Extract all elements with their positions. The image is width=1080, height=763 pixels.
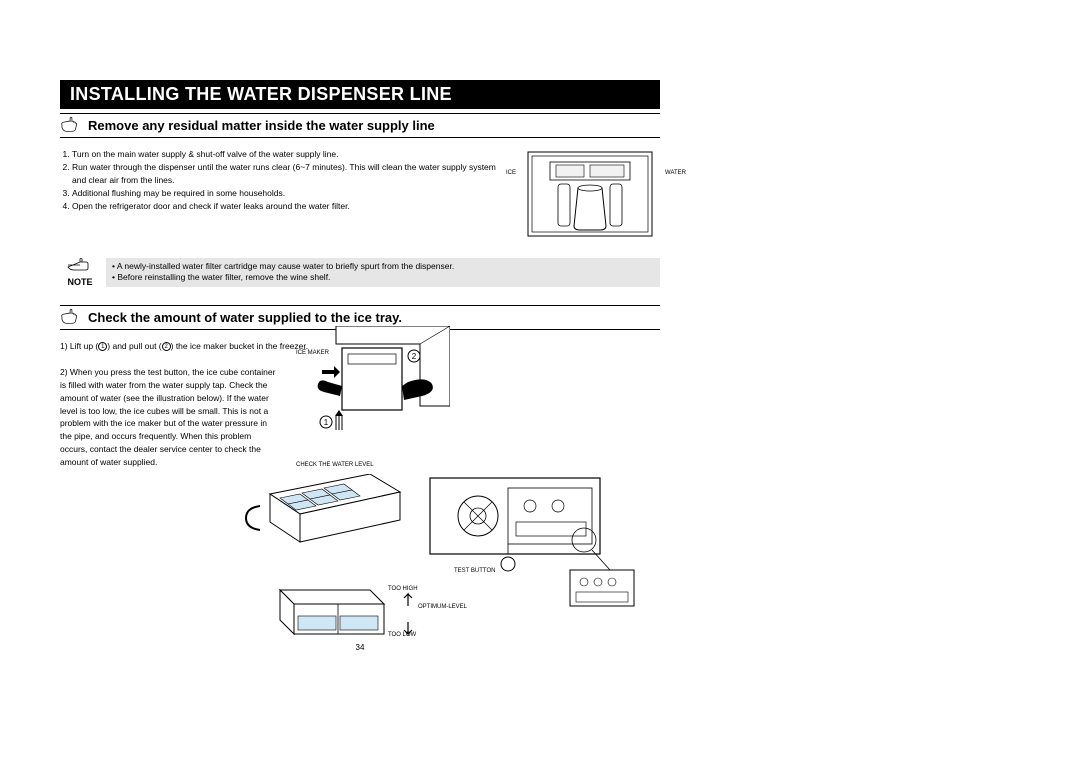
step1-mid2: ) the ice maker bucket in the freezer. xyxy=(171,341,308,351)
step1-mid1: ) and pull out ( xyxy=(107,341,161,351)
ice-maker-label: ICE MAKER xyxy=(296,350,329,356)
check-water-label: CHECK THE WATER LEVEL xyxy=(296,462,376,468)
section2-step2-text: 2) When you press the test button, the i… xyxy=(60,366,280,468)
page-title: INSTALLING THE WATER DISPENSER LINE xyxy=(60,80,660,109)
step1-pre: 1) Lift up ( xyxy=(60,341,98,351)
pointing-hand-icon xyxy=(60,116,82,134)
too-low-label: TOO LOW xyxy=(388,632,416,638)
section2-step2-row: 2) When you press the test button, the i… xyxy=(60,366,660,468)
note-block: NOTE • A newly-installed water filter ca… xyxy=(60,258,660,287)
optimum-label: OPTIMUM-LEVEL xyxy=(418,604,468,610)
note-icon-col: NOTE xyxy=(60,258,100,287)
section1-steps: Turn on the main water supply & shut-off… xyxy=(60,148,506,240)
manual-page: INSTALLING THE WATER DISPENSER LINE Remo… xyxy=(60,80,660,644)
circled-2-icon: 2 xyxy=(162,342,171,351)
step-item: Open the refrigerator door and check if … xyxy=(72,200,506,212)
water-level-diagrams: CHECK THE WATER LEVEL TEST BUTTON TOO HI… xyxy=(240,474,640,644)
svg-text:1: 1 xyxy=(324,418,329,427)
note-hand-icon xyxy=(66,258,94,272)
step-item: Run water through the dispenser until th… xyxy=(72,161,506,186)
page-number: 34 xyxy=(356,643,365,652)
section1-heading-text: Remove any residual matter inside the wa… xyxy=(88,118,435,133)
note-bullet: Before reinstalling the water filter, re… xyxy=(117,272,330,282)
step-item: Additional flushing may be required in s… xyxy=(72,187,506,199)
section1-heading: Remove any residual matter inside the wa… xyxy=(60,113,660,138)
note-bullet: A newly-installed water filter cartridge… xyxy=(117,261,454,271)
test-button-label: TEST BUTTON xyxy=(454,568,495,574)
step-item: Turn on the main water supply & shut-off… xyxy=(72,148,506,160)
svg-text:2: 2 xyxy=(412,352,417,361)
ice-label: ICE xyxy=(506,170,516,176)
too-high-label: TOO HIGH xyxy=(388,586,418,592)
pointing-hand-icon xyxy=(60,308,82,326)
note-body: • A newly-installed water filter cartrid… xyxy=(106,258,660,287)
circled-1-icon: 1 xyxy=(98,342,107,351)
section2-heading-text: Check the amount of water supplied to th… xyxy=(88,310,402,325)
dispenser-figure: ICE WATER xyxy=(520,148,660,240)
ice-maker-figure: 2 1 ICE MAKER xyxy=(300,326,450,436)
water-label: WATER xyxy=(665,170,686,176)
section1-content: Turn on the main water supply & shut-off… xyxy=(60,148,660,240)
note-label: NOTE xyxy=(60,277,100,287)
